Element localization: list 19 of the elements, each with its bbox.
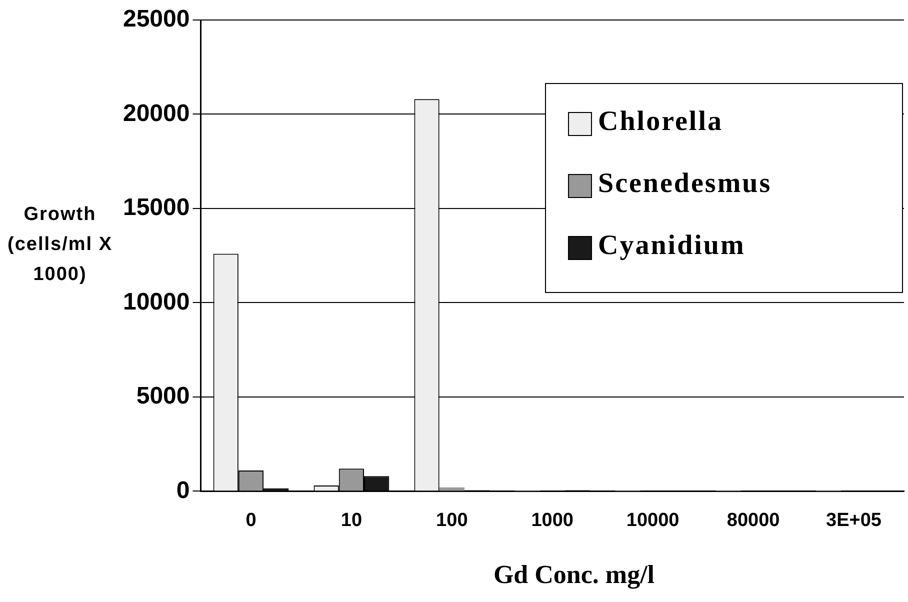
y-tick-label: 0 (176, 476, 190, 504)
y-axis-title: Growth (cells/ml X 1000) (6, 203, 114, 287)
y-tick-label: 10000 (122, 288, 190, 316)
y-tick-label: 20000 (122, 100, 190, 127)
legend-label: Chlorella (597, 106, 724, 139)
x-tick-label: 10 (340, 510, 362, 531)
x-axis-title: Gd Conc. mg/l (492, 560, 656, 590)
bar (439, 487, 464, 491)
y-tick-label: 5000 (136, 382, 190, 410)
y-tick-label: 15000 (122, 194, 190, 222)
y-tick-label: 25000 (122, 6, 190, 33)
legend-label: Scenedesmus (597, 168, 773, 201)
x-tick-label: 80000 (726, 510, 780, 531)
x-tick-label: 0 (246, 510, 256, 531)
x-tick-label: 100 (436, 510, 468, 531)
x-tick-label: 10000 (626, 510, 680, 531)
x-tick-label: 1000 (531, 510, 574, 531)
x-tick-label: 3E+05 (826, 510, 882, 531)
legend-label: Cyanidium (597, 230, 746, 263)
